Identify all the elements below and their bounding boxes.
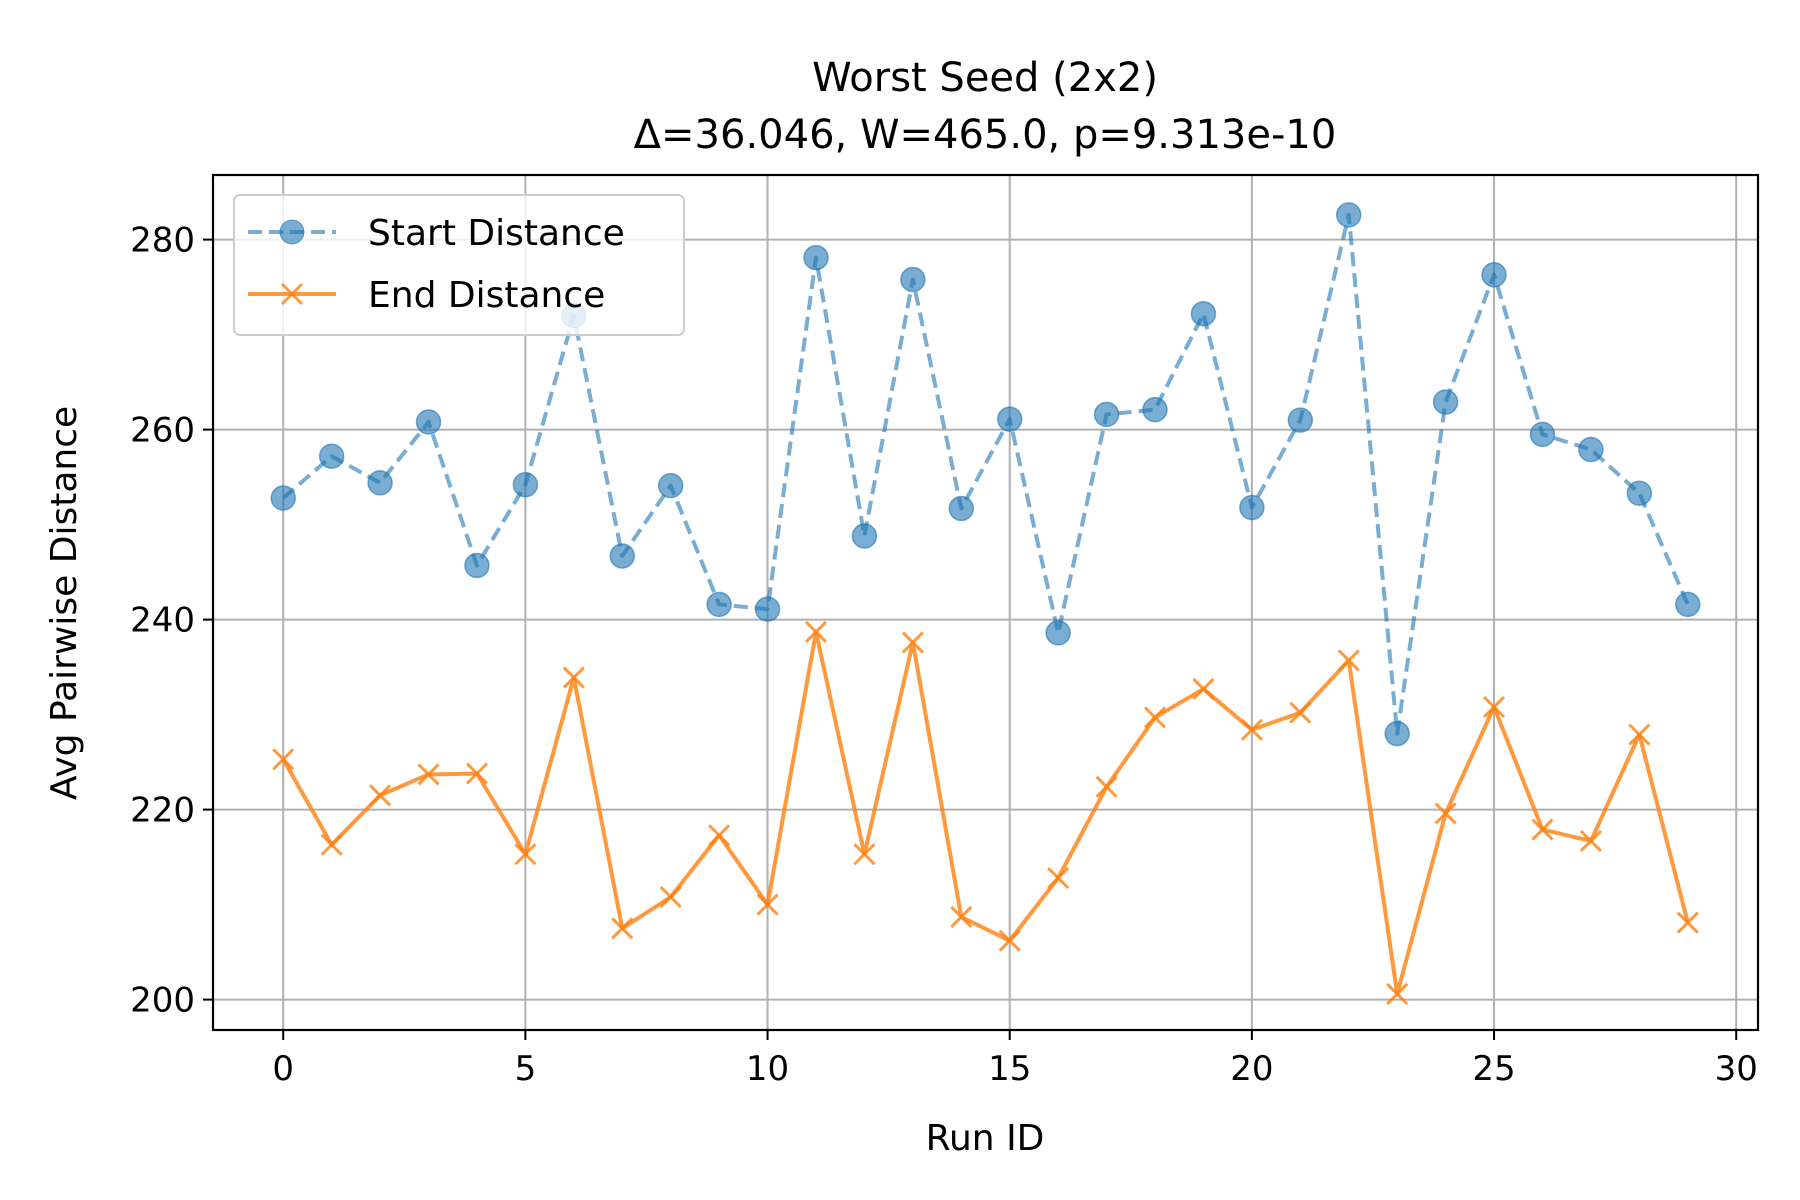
legend-end-label: End Distance — [368, 275, 605, 316]
y-tick-label: 280 — [130, 221, 195, 261]
point-end-distance — [611, 917, 634, 940]
point-end-distance — [1337, 649, 1360, 672]
x-tick-label: 10 — [746, 1049, 789, 1089]
y-tick-label: 200 — [130, 981, 195, 1021]
point-end-distance — [1095, 775, 1118, 798]
point-start-distance — [900, 266, 926, 293]
point-start-distance — [270, 485, 296, 511]
point-start-distance — [657, 472, 684, 499]
x-tick-label: 15 — [988, 1049, 1031, 1089]
series-line-start-distance — [281, 212, 1690, 736]
point-start-distance — [1335, 202, 1362, 228]
point-end-distance — [272, 748, 295, 771]
point-start-distance — [1626, 480, 1653, 506]
x-tick-label: 25 — [1472, 1049, 1515, 1089]
plot-frame — [211, 173, 1760, 1032]
point-start-distance — [1190, 300, 1217, 327]
point-start-distance — [464, 552, 490, 579]
axis-ticks: 0 5 10 15 20 25 30 200 220 240 260 280 — [130, 221, 1758, 1089]
point-end-distance — [1240, 718, 1263, 741]
point-end-distance — [1579, 829, 1602, 853]
point-start-distance — [1287, 407, 1314, 433]
y-tick-label: 220 — [130, 791, 195, 831]
point-start-distance — [1045, 620, 1071, 646]
point-end-distance — [950, 905, 973, 929]
point-start-distance — [512, 471, 539, 498]
x-axis-label: Run ID — [926, 1118, 1045, 1159]
point-start-distance — [415, 409, 442, 435]
point-end-distance — [1434, 802, 1457, 825]
point-start-distance — [996, 406, 1023, 432]
y-tick-label: 240 — [130, 601, 195, 641]
point-start-distance — [367, 470, 393, 496]
y-tick-label: 260 — [130, 411, 195, 451]
x-tick-label: 30 — [1715, 1049, 1758, 1089]
point-start-distance — [851, 523, 878, 549]
x-tick-label: 5 — [515, 1049, 537, 1089]
point-end-distance — [708, 824, 731, 847]
point-start-distance — [1384, 720, 1410, 747]
legend: Start Distance End Distance — [233, 194, 685, 336]
point-end-distance — [465, 762, 489, 785]
point-end-distance — [1482, 695, 1506, 719]
point-start-distance — [803, 244, 829, 271]
point-end-distance — [1192, 677, 1215, 701]
point-end-distance — [804, 620, 828, 644]
point-start-distance — [1675, 591, 1701, 618]
point-start-distance — [1481, 262, 1507, 288]
point-end-distance — [1386, 982, 1409, 1005]
point-end-distance — [369, 784, 392, 807]
point-start-distance — [1239, 494, 1265, 521]
point-end-distance — [1676, 911, 1699, 934]
point-end-distance — [1047, 866, 1070, 890]
plot-series — [270, 202, 1701, 1005]
point-start-distance — [754, 596, 781, 622]
point-end-distance — [514, 843, 537, 866]
legend-start-marker — [279, 219, 305, 245]
point-start-distance — [948, 495, 975, 522]
point-start-distance — [609, 543, 636, 569]
point-end-distance — [1143, 706, 1167, 729]
point-end-distance — [417, 763, 440, 786]
point-end-distance — [1289, 701, 1312, 724]
legend-start-label: Start Distance — [368, 213, 625, 254]
point-end-distance — [853, 843, 876, 866]
point-end-distance — [901, 631, 924, 654]
legend-end-marker — [280, 282, 304, 306]
point-start-distance — [706, 591, 732, 618]
y-axis-label: Avg Pairwise Distance — [44, 406, 85, 800]
point-start-distance — [318, 443, 345, 469]
chart-title: Worst Seed (2x2) — [812, 55, 1158, 101]
chart-subtitle: Δ=36.046, W=465.0, p=9.313e-10 — [634, 112, 1337, 158]
series-line-end-distance — [281, 629, 1690, 996]
legend-box — [233, 194, 685, 336]
point-start-distance — [1093, 401, 1120, 428]
point-start-distance — [1142, 396, 1168, 423]
point-end-distance — [562, 666, 585, 689]
point-start-distance — [1432, 389, 1459, 415]
point-end-distance — [1531, 818, 1554, 841]
point-end-distance — [659, 885, 682, 909]
point-start-distance — [1578, 436, 1604, 463]
x-tick-label: 0 — [272, 1049, 294, 1089]
point-end-distance — [998, 929, 1021, 952]
point-end-distance — [320, 833, 343, 856]
point-end-distance — [1628, 723, 1651, 746]
x-tick-label: 20 — [1230, 1049, 1273, 1089]
point-end-distance — [756, 893, 779, 916]
point-start-distance — [1529, 421, 1556, 448]
